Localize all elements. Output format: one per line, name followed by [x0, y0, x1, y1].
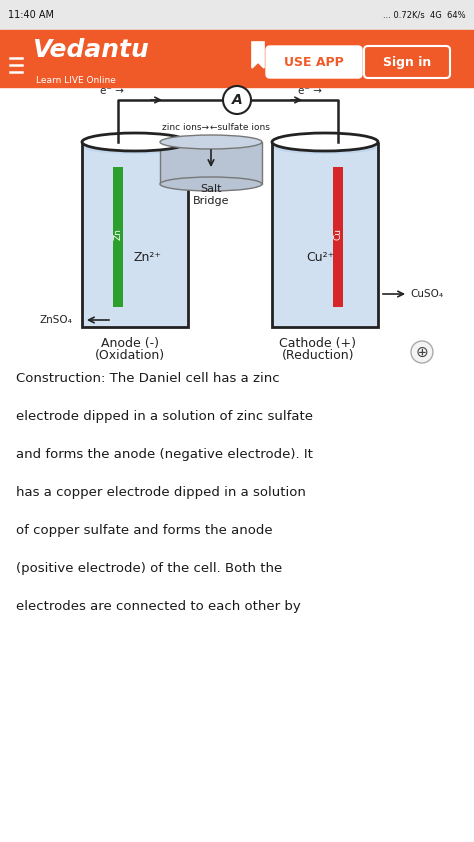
Bar: [333, 167, 343, 307]
Text: (Reduction): (Reduction): [282, 349, 354, 362]
Text: Salt
Bridge: Salt Bridge: [193, 184, 229, 205]
Ellipse shape: [160, 177, 262, 191]
Text: ... 0.72K/s  4G  64%: ... 0.72K/s 4G 64%: [383, 10, 466, 19]
Text: ZnSO₄: ZnSO₄: [40, 315, 73, 325]
Text: e⁻ →: e⁻ →: [100, 86, 124, 96]
Text: Cathode (+): Cathode (+): [280, 337, 356, 350]
Text: Sign in: Sign in: [383, 56, 431, 68]
Text: Zn²⁺: Zn²⁺: [134, 251, 162, 264]
Text: Learn LIVE Online: Learn LIVE Online: [36, 76, 116, 85]
Bar: [160, 142, 262, 184]
Bar: [0, 0, 474, 30]
Ellipse shape: [272, 133, 378, 151]
Polygon shape: [252, 42, 264, 68]
Text: electrodes are connected to each other by: electrodes are connected to each other b…: [16, 600, 301, 613]
Text: and forms the anode (negative electrode). It: and forms the anode (negative electrode)…: [16, 448, 313, 461]
Circle shape: [411, 341, 433, 363]
Text: A: A: [232, 93, 242, 107]
Text: CuSO₄: CuSO₄: [410, 289, 443, 299]
Text: ⊕: ⊕: [416, 344, 428, 360]
Text: Cu: Cu: [334, 228, 343, 240]
Text: ←sulfate ions: ←sulfate ions: [210, 123, 270, 132]
Text: Construction: The Daniel cell has a zinc: Construction: The Daniel cell has a zinc: [16, 372, 280, 385]
FancyBboxPatch shape: [364, 46, 450, 78]
Ellipse shape: [160, 135, 262, 149]
Text: Cu²⁺: Cu²⁺: [306, 251, 334, 264]
Text: of copper sulfate and forms the anode: of copper sulfate and forms the anode: [16, 524, 273, 537]
Text: Vedantu: Vedantu: [32, 38, 149, 62]
Text: zinc ions→: zinc ions→: [162, 123, 209, 132]
Text: (Oxidation): (Oxidation): [95, 349, 165, 362]
FancyBboxPatch shape: [266, 46, 362, 78]
Text: 11:40 AM: 11:40 AM: [8, 10, 54, 20]
Text: electrode dipped in a solution of zinc sulfate: electrode dipped in a solution of zinc s…: [16, 410, 313, 423]
Bar: [82, 147, 188, 327]
Bar: [113, 167, 123, 307]
Bar: [0, 30, 474, 87]
Text: e⁻ →: e⁻ →: [298, 86, 322, 96]
Text: Zn: Zn: [113, 228, 122, 240]
Ellipse shape: [272, 140, 378, 154]
Bar: [272, 147, 378, 327]
Ellipse shape: [82, 133, 188, 151]
Ellipse shape: [82, 140, 188, 154]
Text: Anode (-): Anode (-): [101, 337, 159, 350]
Bar: [0, 87, 474, 362]
Text: (positive electrode) of the cell. Both the: (positive electrode) of the cell. Both t…: [16, 562, 282, 575]
Text: USE APP: USE APP: [284, 56, 344, 68]
Text: has a copper electrode dipped in a solution: has a copper electrode dipped in a solut…: [16, 486, 306, 499]
Circle shape: [223, 86, 251, 114]
